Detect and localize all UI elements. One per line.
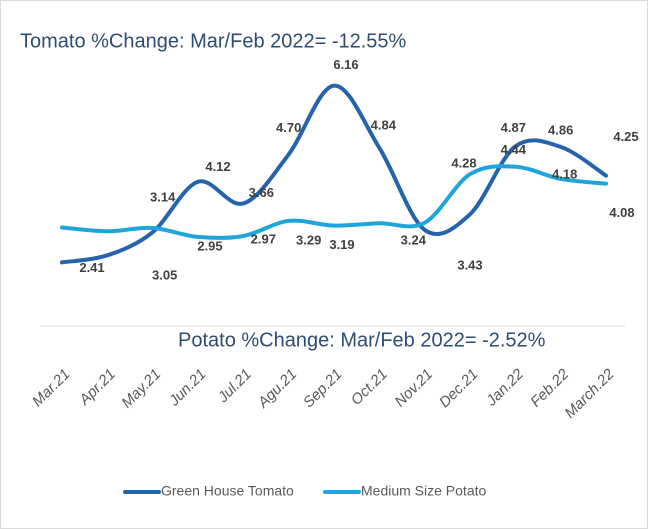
series-line [60, 164, 608, 240]
data-label: 3.14 [150, 189, 176, 204]
data-label: 4.08 [609, 205, 634, 220]
legend-label: Green House Tomato [161, 483, 294, 499]
data-label: 4.86 [548, 122, 573, 137]
data-label: 3.66 [249, 185, 274, 200]
data-label: 4.12 [205, 159, 230, 174]
data-label: 6.16 [333, 57, 358, 72]
data-label: 4.87 [501, 120, 526, 135]
data-label: 4.18 [552, 166, 577, 181]
data-label: 4.44 [501, 142, 527, 157]
data-label: 3.43 [457, 258, 482, 273]
data-label: 4.84 [371, 117, 397, 132]
chart-title: Tomato %Change: Mar/Feb 2022= -12.55% [20, 30, 407, 52]
annotation: Potato %Change: Mar/Feb 2022= -2.52% [178, 329, 546, 351]
data-label: 3.24 [401, 233, 427, 248]
data-label: 2.95 [197, 238, 222, 253]
data-label: 3.29 [296, 232, 321, 247]
data-label: 4.70 [276, 120, 301, 135]
data-label: 3.19 [329, 237, 354, 252]
data-label: 3.05 [152, 268, 177, 283]
data-label: 2.41 [79, 260, 104, 275]
legend-label: Medium Size Potato [361, 483, 486, 499]
data-label: 4.28 [451, 156, 476, 171]
data-label: 2.97 [251, 231, 276, 246]
data-label: 4.25 [613, 129, 638, 144]
